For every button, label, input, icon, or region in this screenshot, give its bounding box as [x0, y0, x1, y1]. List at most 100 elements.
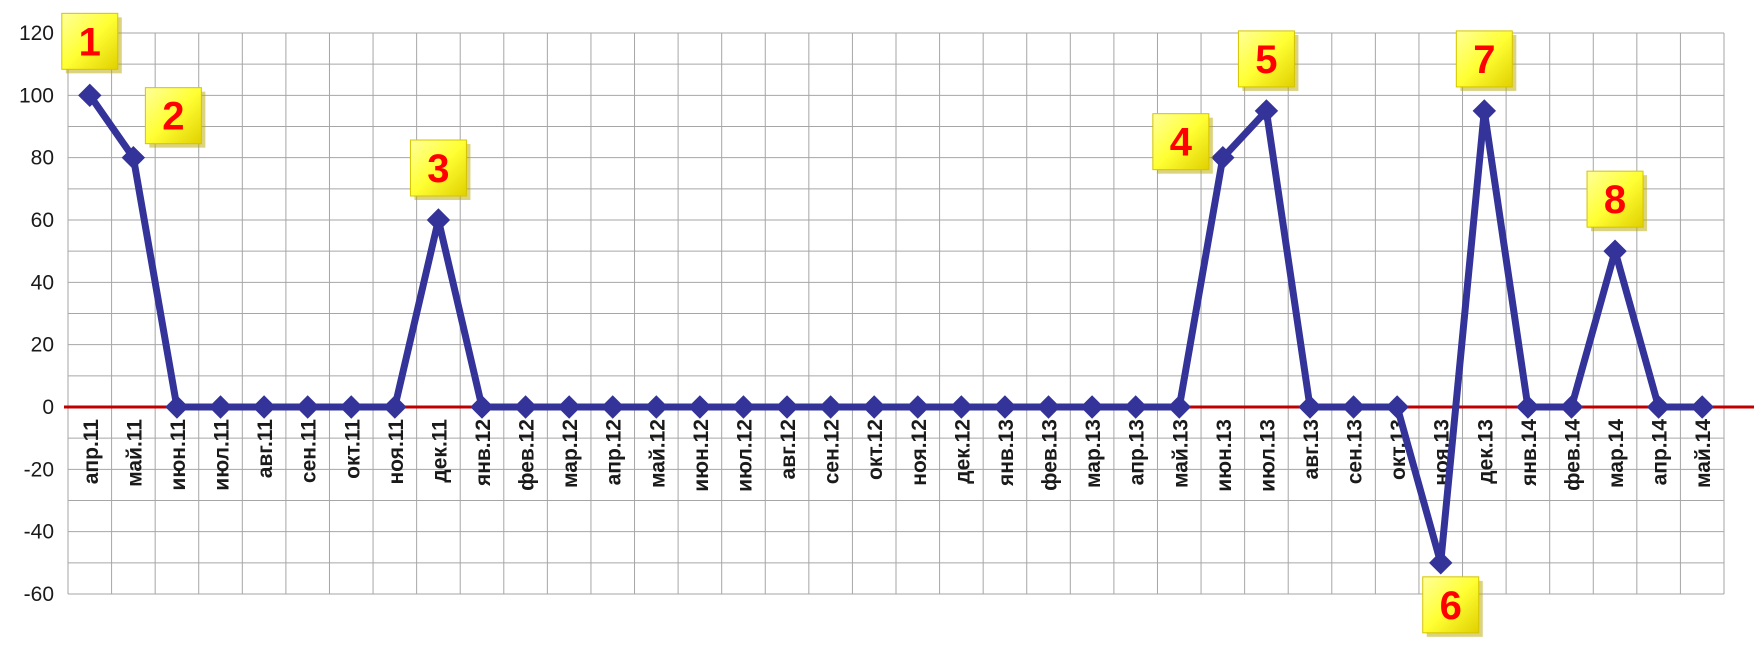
- data-point: [1298, 395, 1322, 419]
- x-tick-label: май.11: [123, 419, 146, 487]
- x-tick-label: сен.12: [821, 419, 844, 484]
- y-tick-label: 80: [31, 147, 54, 170]
- x-tick-label: фев.14: [1561, 419, 1584, 491]
- annotation-callout: 3: [409, 139, 471, 200]
- x-tick-label: июн.13: [1213, 419, 1236, 492]
- data-point: [121, 145, 146, 170]
- annotation-label: 5: [1255, 38, 1277, 82]
- x-tick-label: апр.13: [1126, 419, 1149, 485]
- data-point: [906, 395, 930, 419]
- x-tick-label: май.13: [1169, 419, 1192, 488]
- annotation-callout: 2: [144, 87, 206, 148]
- data-point: [513, 395, 538, 419]
- annotation-box: [144, 87, 202, 145]
- annotation-box: [1237, 30, 1295, 88]
- x-tick-label: дек.11: [428, 419, 451, 483]
- data-point: [731, 395, 756, 419]
- x-tick-label: июл.13: [1256, 419, 1279, 492]
- grid: [67, 32, 1725, 595]
- x-tick-label: фев.13: [1039, 419, 1062, 491]
- x-tick-label: сен.11: [298, 419, 321, 483]
- annotation-box: [1152, 113, 1210, 171]
- annotation-label: 1: [79, 20, 101, 64]
- data-point: [1080, 395, 1104, 419]
- data-point: [1516, 395, 1540, 419]
- data-point: [1646, 395, 1671, 419]
- data-point: [208, 395, 233, 419]
- x-tick-label: янв.12: [472, 419, 495, 487]
- x-tick-label: июл.12: [733, 419, 756, 492]
- annotation-label: 7: [1473, 38, 1495, 82]
- data-point: [1167, 395, 1191, 419]
- y-tick-label: -40: [24, 521, 54, 544]
- annotation-box: [1586, 170, 1644, 228]
- markers: [78, 83, 1714, 575]
- y-tick-label: -20: [24, 458, 54, 481]
- x-tick-label: мар.14: [1605, 419, 1628, 488]
- data-point: [949, 395, 974, 419]
- data-point: [1123, 395, 1148, 419]
- annotation-callout: 5: [1237, 30, 1299, 91]
- x-tick-label: июл.11: [211, 419, 234, 491]
- x-axis: апр.11 май.11 июн.11 июл.11 авг.11 сен.11 окт.…: [80, 419, 1715, 492]
- x-tick-label: ноя.12: [908, 419, 931, 486]
- annotation-box: [1455, 30, 1513, 88]
- data-point: [1603, 239, 1627, 263]
- data-point: [295, 395, 320, 419]
- y-tick-label: 20: [31, 334, 54, 357]
- annotation-callout: 7: [1455, 30, 1517, 91]
- y-tick-label: 40: [31, 271, 54, 294]
- y-tick-label: 120: [19, 22, 54, 45]
- x-tick-label: авг.12: [777, 419, 800, 479]
- y-axis: 120 100 80 60 40 20 0 -20 -40 -60: [19, 22, 54, 606]
- annotation-label: 4: [1170, 121, 1193, 165]
- data-point: [818, 395, 843, 419]
- annotation-label: 6: [1440, 584, 1462, 628]
- data-point: [644, 395, 669, 419]
- x-tick-label: мар.12: [559, 419, 582, 488]
- annotation-callout: 1: [61, 12, 122, 74]
- x-tick-label: янв.14: [1518, 419, 1541, 487]
- data-point: [1429, 551, 1453, 575]
- x-tick-label: окт.12: [864, 419, 887, 480]
- data-point: [775, 395, 799, 419]
- x-tick-label: апр.12: [603, 419, 626, 485]
- annotation-box: [1422, 576, 1480, 634]
- x-tick-label: сен.13: [1344, 419, 1367, 484]
- data-point: [470, 395, 494, 419]
- annotation-box: [409, 139, 467, 197]
- x-tick-label: май.12: [646, 419, 669, 488]
- x-tick-label: авг.13: [1300, 419, 1323, 479]
- data-point: [1385, 395, 1409, 419]
- annotation-callout: 8: [1586, 170, 1648, 232]
- annotation-label: 8: [1604, 178, 1626, 222]
- x-tick-label: апр.11: [80, 419, 103, 485]
- x-tick-label: фев.12: [516, 419, 539, 491]
- y-tick-label: 0: [42, 396, 54, 419]
- x-tick-label: мар.13: [1082, 419, 1105, 488]
- x-tick-label: май.14: [1692, 419, 1715, 488]
- data-point: [252, 395, 276, 419]
- y-tick-label: -60: [24, 583, 54, 606]
- annotation-label: 3: [427, 147, 449, 191]
- x-tick-label: дек.13: [1474, 419, 1497, 484]
- data-point: [339, 395, 363, 419]
- data-point: [1690, 395, 1714, 419]
- x-tick-label: авг.11: [254, 419, 277, 479]
- data-point: [993, 395, 1017, 419]
- data-point: [1472, 99, 1497, 123]
- data-point: [862, 395, 886, 419]
- x-tick-label: янв.13: [995, 419, 1018, 487]
- data-point: [601, 395, 625, 419]
- data-point: [1211, 145, 1235, 170]
- annotation-label: 2: [162, 95, 184, 139]
- annotation-callout: 6: [1422, 576, 1483, 637]
- x-tick-label: апр.14: [1649, 419, 1672, 486]
- annotations: 1 2 3 4 5 6 7 8: [61, 12, 1648, 637]
- data-point: [383, 395, 407, 419]
- x-tick-label: ноя.11: [385, 419, 408, 485]
- data-point: [1036, 395, 1061, 419]
- x-tick-label: июн.12: [690, 419, 713, 492]
- x-tick-label: дек.12: [951, 419, 974, 484]
